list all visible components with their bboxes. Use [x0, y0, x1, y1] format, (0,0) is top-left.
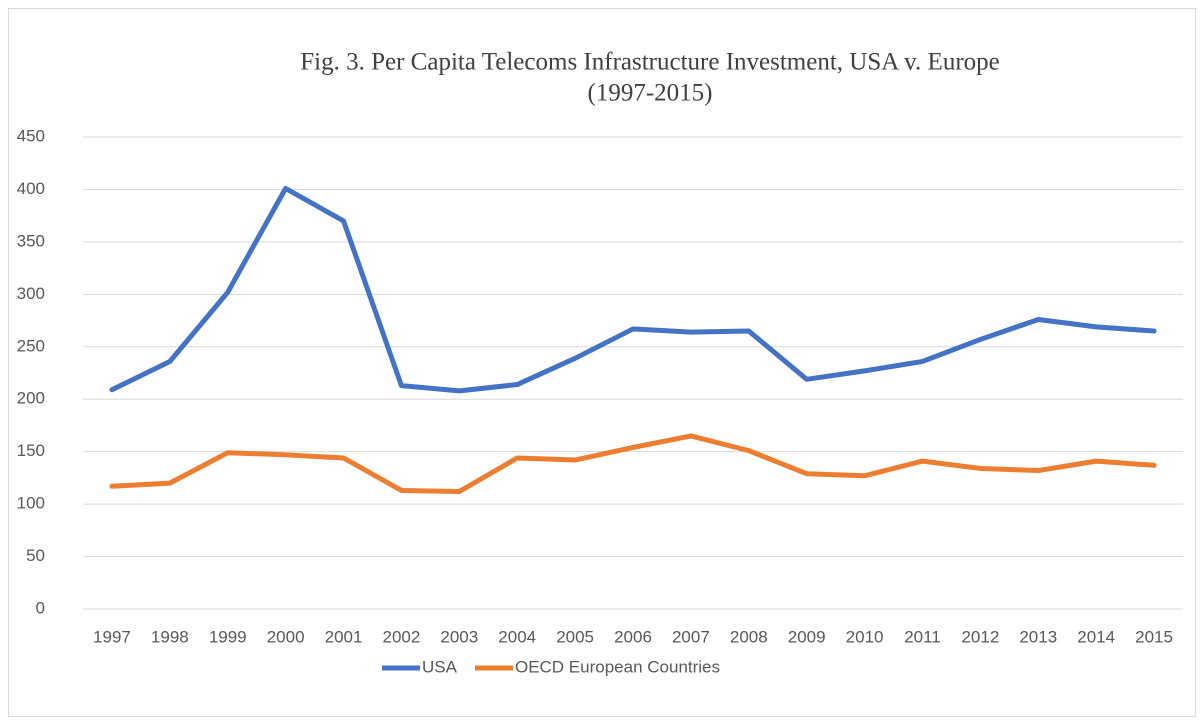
- x-tick-label: 2014: [1077, 627, 1115, 646]
- x-tick-label: 2012: [961, 627, 999, 646]
- y-tick-label: 300: [17, 284, 45, 303]
- x-tick-label: 2013: [1019, 627, 1057, 646]
- x-tick-label: 2004: [498, 627, 536, 646]
- y-tick-label: 250: [17, 336, 45, 355]
- y-tick-label: 400: [17, 179, 45, 198]
- y-tick-label: 100: [17, 494, 45, 513]
- x-tick-label: 2000: [267, 627, 305, 646]
- chart-border: [8, 8, 1196, 717]
- y-tick-label: 200: [17, 389, 45, 408]
- x-tick-label: 2011: [904, 627, 941, 646]
- x-tick-label: 1997: [93, 627, 131, 646]
- chart-title: Fig. 3. Per Capita Telecoms Infrastructu…: [300, 49, 1000, 76]
- x-tick-label: 2005: [556, 627, 594, 646]
- x-tick-label: 2009: [788, 627, 826, 646]
- x-tick-label: 2010: [846, 627, 884, 646]
- x-tick-label: 2006: [614, 627, 652, 646]
- series-line: [109, 433, 1157, 495]
- y-tick-label: 450: [17, 126, 45, 145]
- y-tick-label: 50: [26, 546, 45, 565]
- x-tick-label: 2008: [730, 627, 768, 646]
- series-line: [109, 185, 1157, 394]
- x-tick-label: 2003: [440, 627, 478, 646]
- chart-title: (1997-2015): [588, 80, 713, 107]
- x-tick-label: 2001: [325, 627, 363, 646]
- y-tick-label: 0: [36, 598, 45, 617]
- legend-label: OECD European Countries: [515, 657, 720, 676]
- x-tick-label: 2015: [1135, 627, 1173, 646]
- y-tick-label: 150: [17, 441, 45, 460]
- x-tick-label: 1999: [209, 627, 247, 646]
- x-tick-label: 2007: [672, 627, 710, 646]
- legend-label: USA: [422, 657, 458, 676]
- y-tick-label: 350: [17, 231, 45, 250]
- x-tick-label: 2002: [383, 627, 421, 646]
- x-tick-label: 1998: [151, 627, 189, 646]
